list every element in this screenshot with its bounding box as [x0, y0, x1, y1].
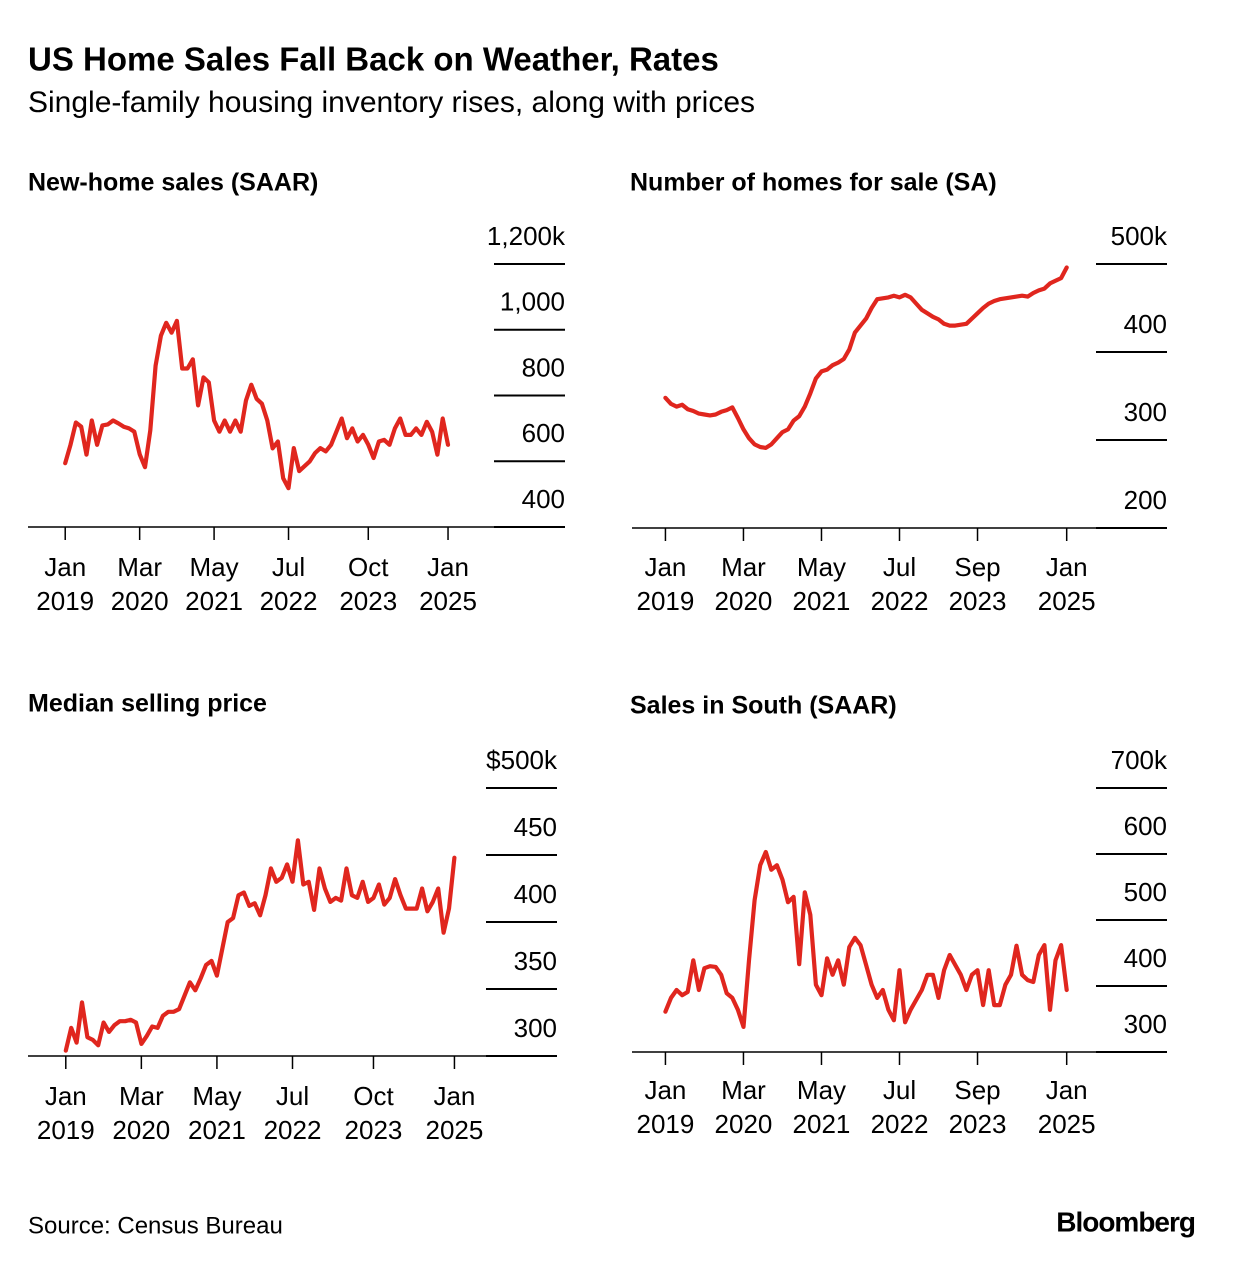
y-tick-label: 350 [514, 946, 557, 976]
x-tick-label: Jan 2019 [636, 552, 695, 616]
x-tick-label: Jan 2019 [36, 1081, 95, 1145]
y-tick-label: 300 [514, 1013, 557, 1043]
y-tick-label: $500k [486, 745, 558, 775]
x-tick-label: Mar 2020 [110, 552, 169, 616]
x-tick-label: Jul 2022 [263, 1081, 322, 1145]
y-tick-label: 200 [1124, 485, 1167, 515]
x-tick-label: Mar 2020 [714, 552, 773, 616]
x-tick-label: May 2021 [185, 552, 243, 616]
y-tick-label: 1,000 [500, 287, 565, 317]
y-tick-label: 600 [1124, 811, 1167, 841]
y-tick-label: 400 [522, 484, 565, 514]
data-line [63, 838, 457, 1053]
y-tick-label: 400 [1124, 943, 1167, 973]
x-tick-label: Sep 2023 [948, 552, 1007, 616]
y-tick-label: 1,200k [487, 221, 566, 251]
x-tick-label: Jul 2022 [870, 552, 929, 616]
y-tick-label: 500 [1124, 877, 1167, 907]
panel-title: Median selling price [28, 690, 267, 718]
y-tick-label: 700k [1111, 745, 1168, 775]
y-tick-label: 500k [1111, 221, 1168, 251]
x-tick-label: Sep 2023 [948, 1075, 1007, 1139]
y-tick-label: 400 [514, 879, 557, 909]
x-tick-label: Jan 2025 [419, 552, 477, 616]
y-tick-label: 400 [1124, 309, 1167, 339]
x-tick-label: Jul 2022 [259, 552, 318, 616]
x-tick-label: May 2021 [188, 1081, 246, 1145]
y-tick-label: 600 [522, 418, 565, 448]
x-tick-label: Oct 2023 [344, 1081, 403, 1145]
title: US Home Sales Fall Back on Weather, Rate… [28, 41, 719, 78]
x-tick-label: Jan 2019 [636, 1075, 695, 1139]
x-tick-label: May 2021 [792, 552, 851, 616]
y-tick-label: 300 [1124, 1009, 1167, 1039]
x-tick-label: Jan 2025 [1037, 552, 1096, 616]
x-tick-label: Oct 2023 [339, 552, 398, 616]
subtitle: Single-family housing inventory rises, a… [28, 86, 755, 119]
x-tick-label: Jan 2019 [36, 552, 95, 616]
y-tick-label: 450 [514, 812, 557, 842]
x-tick-label: May 2021 [792, 1075, 851, 1139]
source: Source: Census Bureau [28, 1212, 283, 1239]
x-tick-label: Jan 2025 [425, 1081, 484, 1145]
y-tick-label: 800 [522, 352, 565, 382]
data-line [663, 265, 1069, 450]
brand: Bloomberg [1056, 1206, 1195, 1237]
y-tick-label: 300 [1124, 397, 1167, 427]
x-tick-label: Mar 2020 [714, 1075, 773, 1139]
x-tick-label: Mar 2020 [112, 1081, 171, 1145]
x-tick-label: Jan 2025 [1037, 1075, 1096, 1139]
panel-title: Number of homes for sale (SA) [630, 169, 997, 197]
data-line [63, 318, 451, 491]
data-line [663, 849, 1069, 1029]
x-tick-label: Jul 2022 [870, 1075, 929, 1139]
panel-title: New-home sales (SAAR) [28, 169, 318, 197]
panel-title: Sales in South (SAAR) [630, 692, 897, 720]
